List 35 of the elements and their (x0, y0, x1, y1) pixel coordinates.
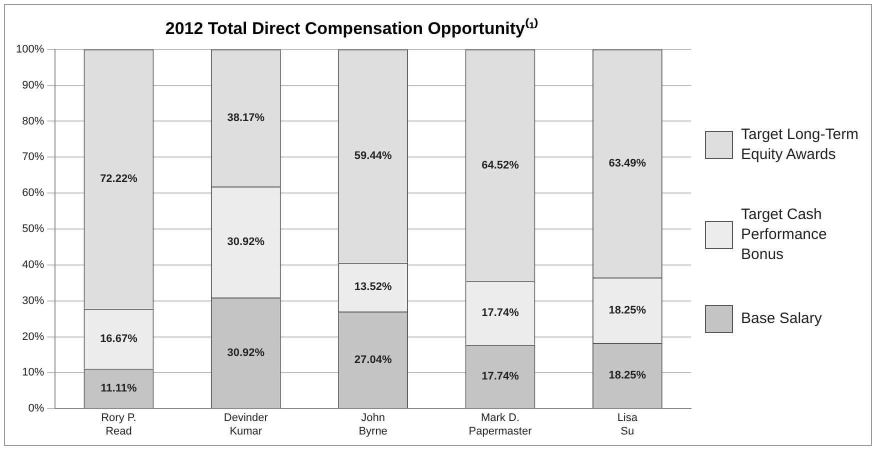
legend-label: Target Long-Term Equity Awards (741, 125, 860, 165)
data-label: 13.52% (354, 281, 392, 294)
data-label: 30.92% (227, 236, 265, 248)
data-label: 17.74% (482, 370, 520, 383)
data-label: 59.44% (354, 150, 392, 162)
data-label: 30.92% (227, 346, 265, 359)
y-tick-label: 80% (22, 115, 44, 128)
y-tick-label: 40% (22, 258, 44, 271)
data-label: 18.25% (608, 304, 646, 316)
legend-label: Base Salary (741, 309, 822, 329)
data-label: 27.04% (354, 354, 392, 366)
x-tick-label: Lisa Su (617, 412, 638, 438)
y-tick-label: 90% (22, 79, 44, 92)
y-tick-label: 10% (22, 366, 44, 379)
y-tick-label: 30% (22, 294, 44, 307)
x-tick-label: Devinder Kumar (224, 412, 268, 438)
data-label: 64.52% (482, 159, 520, 172)
data-label: 16.67% (100, 332, 138, 345)
y-tick-label: 60% (22, 187, 44, 200)
x-tick-label: Mark D. Papermaster (468, 412, 532, 438)
y-tick-label: 70% (22, 151, 44, 164)
legend-label: Target Cash Performance Bonus (741, 205, 828, 265)
x-tick-label: Rory P. Read (101, 412, 136, 438)
y-tick-label: 0% (28, 402, 44, 415)
data-label: 18.25% (608, 370, 646, 382)
y-tick-label: 50% (22, 223, 44, 236)
data-label: 63.49% (608, 157, 646, 170)
data-label: 72.22% (100, 173, 138, 186)
y-tick-label: 100% (16, 43, 44, 56)
x-tick-label: John Byrne (358, 412, 388, 438)
data-label: 11.11% (100, 382, 137, 394)
y-tick-label: 20% (22, 330, 44, 343)
data-label: 17.74% (482, 307, 520, 320)
data-label: 38.17% (227, 112, 265, 124)
chart-title: 2012 Total Direct Compensation Opportunity⁽¹⁾ (165, 18, 539, 38)
